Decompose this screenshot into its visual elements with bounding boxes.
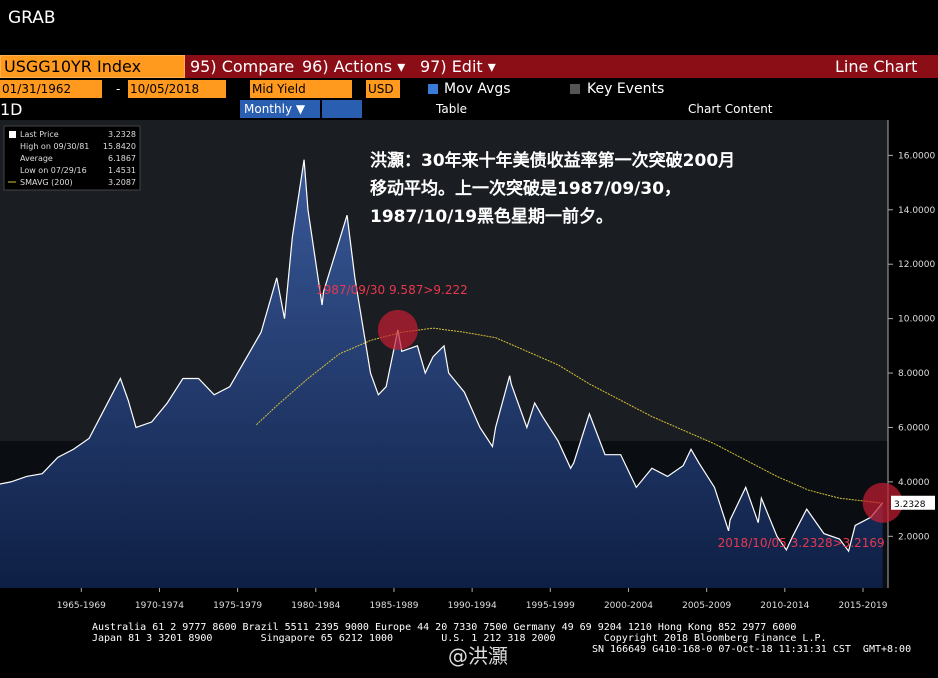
annotation: 1987/10/19黑色星期一前夕。: [370, 206, 613, 227]
legend-stat-label: SMAVG (200): [20, 178, 73, 187]
chart-icon-button[interactable]: [322, 100, 362, 118]
legend-stat-label: Low on 07/29/16: [20, 166, 87, 175]
legend-stat-value: 15.8420: [103, 142, 136, 151]
field-select[interactable]: Mid Yield: [250, 80, 352, 98]
y-tick-label: 12.0000: [898, 260, 935, 270]
x-tick-label: 1985-1989: [369, 601, 418, 611]
legend-swatch: [9, 131, 16, 138]
highlight-circle: [862, 482, 903, 523]
x-tick-label: 1990-1994: [448, 601, 497, 611]
currency-select[interactable]: USD: [366, 80, 400, 98]
period-button[interactable]: 1D: [0, 100, 23, 119]
x-tick-label: 2005-2009: [682, 601, 731, 611]
legend-stat-value: 6.1867: [108, 154, 136, 163]
compare-button[interactable]: 95) Compare: [190, 57, 295, 76]
x-tick-label: 1995-1999: [526, 601, 575, 611]
legend-stat-value: 3.2328: [108, 130, 136, 139]
actions-menu[interactable]: 96) Actions ▾: [302, 57, 406, 76]
table-button[interactable]: Table: [436, 102, 468, 116]
mov-avgs-checkbox[interactable]: [428, 84, 438, 94]
x-tick-label: 2000-2004: [604, 601, 653, 611]
y-tick-label: 10.0000: [898, 315, 935, 325]
mov-avgs-label[interactable]: Mov Avgs: [444, 81, 511, 97]
key-events-checkbox[interactable]: [570, 84, 580, 94]
x-tick-label: 1980-1984: [291, 601, 340, 611]
controls-row: 01/31/1962 - 10/05/2018 Mid Yield USD Mo…: [0, 80, 938, 98]
window-title: GRAB: [8, 8, 56, 28]
start-date[interactable]: 01/31/1962: [0, 80, 102, 98]
y-tick-label: 4.0000: [898, 478, 930, 488]
chart: 2.0000 4.0000 6.0000 8.0000 10.0000 12.0000 14…: [0, 120, 935, 611]
y-tick-label: 8.0000: [898, 369, 930, 379]
series-line: [0, 159, 884, 553]
footer-line: SN 166649 G410-168-0 07-Oct-18 11:31:31 …: [592, 644, 912, 655]
legend-stat-value: 3.2087: [108, 178, 136, 187]
frequency-select[interactable]: Monthly ▼: [240, 100, 320, 118]
legend-box: [3, 125, 141, 191]
last-price-label: 3.2328: [894, 500, 926, 510]
watermark: @洪灝: [448, 644, 508, 668]
date-dash: -: [116, 82, 121, 96]
y-tick-label: 2.0000: [898, 532, 930, 542]
marker-label: 2018/10/05 3.2328>3.2169: [718, 536, 885, 550]
x-tick-label: 1975-1979: [213, 601, 262, 611]
y-tick-label: 6.0000: [898, 423, 930, 433]
x-tick-label: 1970-1974: [135, 601, 184, 611]
footer: Australia 61 2 9777 8600 Brazil 5511 239…: [92, 622, 911, 655]
y-tick-label: 16.0000: [898, 151, 935, 161]
footer-line: Australia 61 2 9777 8600 Brazil 5511 239…: [92, 622, 797, 633]
chart-content-button[interactable]: Chart Content: [688, 102, 773, 116]
x-tick-label: 2015-2019: [838, 601, 887, 611]
annotation: 移动平均。上一次突破是1987/09/30，: [370, 178, 681, 199]
area: [0, 159, 883, 588]
legend-stat-value: 1.4531: [108, 166, 136, 175]
ticker-field[interactable]: USGG10YR Index: [0, 55, 185, 78]
x-tick-label: 2010-2014: [760, 601, 809, 611]
edit-menu[interactable]: 97) Edit ▾: [420, 57, 496, 76]
chart-kind: Line Chart: [835, 57, 918, 76]
period-row: Monthly ▼ Table Chart Content 1D3D1M6MYT…: [0, 100, 938, 252]
marker-label: 1987/09/30 9.587>9.222: [316, 283, 468, 297]
legend-stat-label: High on 09/30/81: [20, 142, 89, 151]
last-price-tag: [891, 495, 935, 510]
key-events-label[interactable]: Key Events: [587, 81, 665, 97]
end-date[interactable]: 10/05/2018: [128, 80, 226, 98]
series-line: [256, 327, 883, 504]
legend-stat-label: Average: [20, 154, 53, 163]
annotation: 洪灝：30年来十年美债收益率第一次突破200月: [370, 150, 735, 171]
toolbar: USGG10YR Index 95) Compare 96) Actions ▾…: [0, 55, 938, 78]
footer-line: Japan 81 3 3201 8900 Singapore 65 6212 1…: [92, 633, 827, 644]
legend-stat-label: Last Price: [20, 130, 59, 139]
highlight-circle: [377, 309, 418, 350]
x-tick-label: 1965-1969: [57, 601, 106, 611]
y-tick-label: 14.0000: [898, 206, 935, 216]
